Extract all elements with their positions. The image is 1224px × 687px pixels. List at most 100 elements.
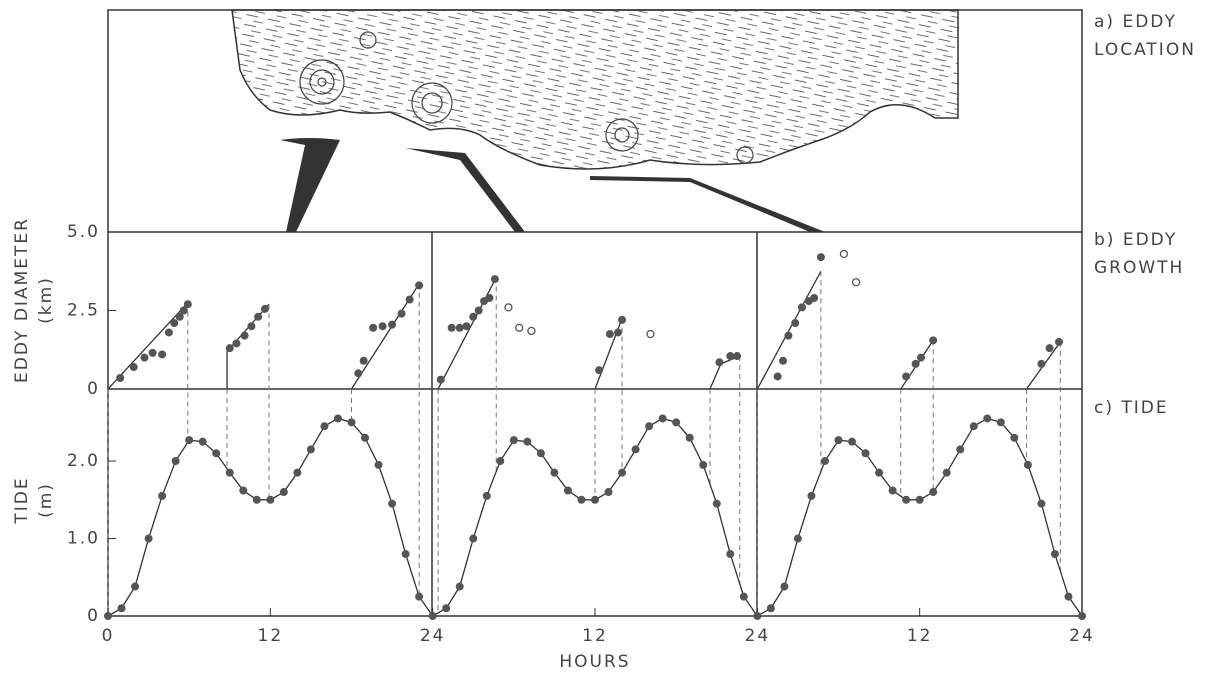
eddy-point <box>733 352 742 361</box>
eddy-point <box>462 322 471 331</box>
fit-line <box>437 277 497 390</box>
eddy-point <box>1037 359 1046 368</box>
eddy-point <box>605 330 614 339</box>
tide-point <box>672 418 681 427</box>
tide-point <box>347 418 356 427</box>
tide-point <box>807 491 816 500</box>
tide-point <box>793 534 802 543</box>
eddy-point <box>260 304 269 313</box>
eddy-point <box>240 331 249 340</box>
tide-point <box>983 414 992 423</box>
eddy-point <box>447 323 456 332</box>
eddy-point <box>618 315 627 324</box>
eddy-point <box>469 312 478 321</box>
tide-point <box>956 445 965 454</box>
x-tick-label: 0 <box>102 626 115 646</box>
panel-label: GROWTH <box>1094 258 1184 278</box>
tide-point <box>848 437 857 446</box>
eddy-point <box>225 344 234 353</box>
tide-point <box>699 460 708 469</box>
eddy-point <box>779 356 788 365</box>
eddy-point <box>179 306 188 315</box>
eddy-point <box>797 303 806 312</box>
eddy-point <box>164 328 173 337</box>
tide-point <box>279 488 288 497</box>
eddy-point-open <box>527 326 536 336</box>
tide-point <box>185 436 194 445</box>
tide-point <box>929 488 938 497</box>
tide-point <box>591 495 599 504</box>
eddy-point <box>816 253 825 262</box>
eddy-point <box>140 353 149 362</box>
eddy-point <box>902 372 911 381</box>
eddy-point <box>405 295 414 304</box>
eddy-point <box>726 352 735 361</box>
eddy-point <box>784 331 793 340</box>
eddy-point <box>254 312 263 321</box>
eddy-point <box>116 374 125 383</box>
tide-point <box>685 433 694 442</box>
tide-point <box>496 457 505 466</box>
x-tick-label: 12 <box>907 626 933 646</box>
tide-point <box>536 449 545 458</box>
tide-point <box>915 495 924 504</box>
tide-point <box>104 612 112 620</box>
tide-point <box>726 550 735 559</box>
tide-point <box>252 495 261 504</box>
tide-point <box>1050 550 1059 559</box>
eddy-point <box>474 306 483 315</box>
eddy-point <box>378 322 387 331</box>
tide-point <box>834 436 843 445</box>
fit-line <box>226 303 270 389</box>
eddy-point <box>911 359 920 368</box>
eddy-point-open <box>515 323 524 332</box>
x-axis-label: HOURS <box>559 652 630 672</box>
tide-point <box>1078 612 1086 620</box>
eddy-point <box>415 281 424 290</box>
eddy-point <box>929 336 938 345</box>
tide-point <box>753 612 762 620</box>
x-tick-label: 24 <box>1069 626 1095 646</box>
x-tick-label: 12 <box>582 626 608 646</box>
tide-point <box>658 414 667 423</box>
eddy-point <box>917 353 926 362</box>
tide-point <box>645 422 654 431</box>
panel-label: a) EDDY <box>1094 12 1177 32</box>
eddy-point <box>1055 337 1064 346</box>
eddy-point <box>810 293 819 302</box>
eddy-point <box>369 323 378 332</box>
tide-point <box>374 460 383 469</box>
tide-point <box>401 550 410 559</box>
tide-point <box>861 449 870 458</box>
tide-point <box>942 468 951 477</box>
y-tick-label: 1.0 <box>67 529 100 549</box>
eddy-point <box>232 339 241 348</box>
tide-point <box>131 582 140 591</box>
panel-label: LOCATION <box>1094 40 1196 60</box>
eddy-point-open <box>504 303 513 312</box>
y-tick-label: 5.0 <box>67 222 100 242</box>
tide-point <box>455 582 464 591</box>
y-tick-label: 0 <box>87 379 100 399</box>
eddy-point-open <box>851 278 861 287</box>
tide-point <box>550 468 559 477</box>
tide-point <box>442 604 451 613</box>
tide-point <box>875 468 884 477</box>
tide-point <box>1037 499 1046 508</box>
eddy-location-drawing <box>231 9 959 232</box>
eddy-point-open <box>646 329 655 339</box>
tide-point <box>780 582 789 591</box>
eddy-point <box>715 358 724 367</box>
eddy-point <box>359 356 368 365</box>
panel-label: b) EDDY <box>1094 230 1177 250</box>
tide-point <box>766 604 775 613</box>
eddy-point <box>397 309 406 318</box>
eddy-point <box>175 312 184 321</box>
eddy-point <box>485 293 494 302</box>
y-tick-label: 0 <box>87 606 100 626</box>
tide-point <box>820 457 829 466</box>
x-tick-label: 24 <box>745 626 771 646</box>
tide-point <box>469 534 478 543</box>
eddy-point <box>354 369 363 378</box>
